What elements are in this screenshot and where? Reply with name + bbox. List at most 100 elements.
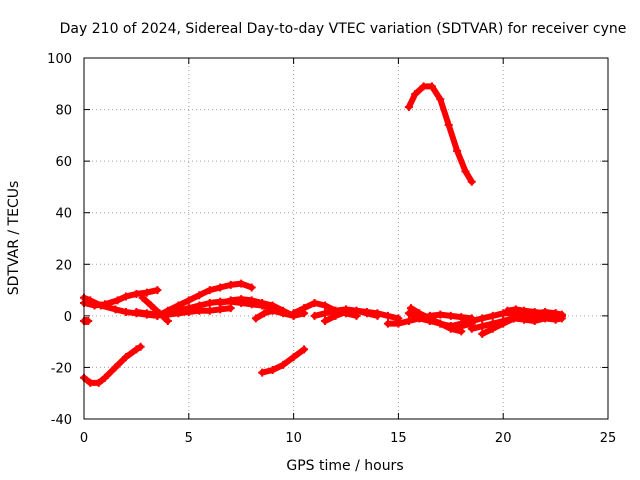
x-tick-label: 5 bbox=[185, 431, 193, 446]
data-point bbox=[279, 360, 288, 369]
data-point bbox=[100, 373, 109, 382]
x-tick-label: 25 bbox=[600, 431, 617, 446]
data-point bbox=[260, 309, 269, 318]
series-arc-23 bbox=[499, 314, 566, 326]
data-point bbox=[268, 366, 277, 375]
data-point bbox=[184, 296, 193, 305]
series-line bbox=[133, 305, 234, 318]
data-point bbox=[113, 296, 122, 305]
x-tick-label: 15 bbox=[390, 431, 407, 446]
y-tick-label: -40 bbox=[51, 413, 72, 428]
data-point bbox=[404, 309, 413, 318]
y-tick-label: -20 bbox=[51, 361, 72, 376]
data-point bbox=[461, 167, 470, 176]
data-point bbox=[247, 283, 256, 292]
data-point bbox=[467, 177, 476, 186]
data-point bbox=[444, 121, 453, 130]
data-point bbox=[383, 319, 392, 328]
y-tick-label: 100 bbox=[47, 52, 72, 67]
data-point bbox=[411, 90, 420, 99]
data-point bbox=[142, 288, 151, 297]
data-series bbox=[80, 82, 566, 387]
series-arc-7 bbox=[153, 279, 256, 320]
data-point bbox=[226, 280, 235, 289]
data-point bbox=[352, 306, 361, 315]
data-point bbox=[446, 311, 455, 320]
data-point bbox=[205, 286, 214, 295]
data-point bbox=[509, 314, 518, 323]
data-point bbox=[436, 319, 445, 328]
data-point bbox=[503, 306, 512, 315]
data-point bbox=[216, 283, 225, 292]
data-point bbox=[453, 146, 462, 155]
data-point bbox=[132, 307, 141, 316]
data-point bbox=[321, 309, 330, 318]
data-point bbox=[121, 307, 130, 316]
data-point bbox=[205, 298, 214, 307]
chart-title: Day 210 of 2024, Sidereal Day-to-day VTE… bbox=[60, 21, 627, 37]
data-point bbox=[195, 291, 204, 300]
data-point bbox=[541, 314, 550, 323]
data-point bbox=[153, 311, 162, 320]
data-point bbox=[488, 311, 497, 320]
data-point bbox=[205, 306, 214, 315]
x-tick-label: 20 bbox=[495, 431, 512, 446]
data-point bbox=[90, 301, 99, 310]
data-point bbox=[153, 286, 162, 295]
data-point bbox=[394, 319, 403, 328]
data-point bbox=[300, 345, 309, 354]
y-tick-label: 40 bbox=[55, 207, 72, 222]
data-point bbox=[406, 304, 415, 313]
data-point bbox=[142, 309, 151, 318]
data-point bbox=[446, 322, 455, 331]
data-point bbox=[404, 102, 413, 111]
data-point bbox=[415, 309, 424, 318]
axis-ticks: 0 5 10 15 20 25 -40 -20 0 20 40 60 80 100 bbox=[47, 52, 616, 446]
y-tick-label: 20 bbox=[55, 258, 72, 273]
data-point bbox=[147, 301, 156, 310]
data-point bbox=[300, 304, 309, 313]
data-point bbox=[111, 305, 120, 314]
data-point bbox=[132, 345, 141, 354]
x-axis-title: GPS time / hours bbox=[286, 458, 403, 474]
data-point bbox=[163, 306, 172, 315]
data-point bbox=[342, 307, 350, 316]
data-point bbox=[121, 353, 130, 362]
data-point bbox=[373, 311, 382, 320]
plot-frame bbox=[83, 57, 609, 420]
data-point bbox=[163, 317, 172, 326]
y-tick-label: 60 bbox=[55, 155, 72, 170]
data-point bbox=[321, 301, 330, 310]
data-point bbox=[289, 353, 298, 362]
data-point bbox=[436, 310, 445, 319]
data-point bbox=[258, 368, 267, 377]
data-point bbox=[419, 82, 428, 91]
data-point bbox=[488, 324, 497, 333]
data-point bbox=[100, 300, 109, 309]
data-point bbox=[457, 319, 466, 328]
data-point bbox=[195, 301, 204, 310]
data-point bbox=[557, 314, 566, 323]
data-point bbox=[138, 293, 147, 302]
series-arc-11 bbox=[258, 345, 309, 377]
data-point bbox=[499, 309, 508, 318]
data-point bbox=[216, 298, 225, 307]
data-point bbox=[111, 363, 120, 372]
x-tick-label: 10 bbox=[285, 431, 302, 446]
data-point bbox=[530, 317, 539, 326]
data-point bbox=[530, 307, 539, 316]
data-point bbox=[427, 82, 436, 91]
data-point bbox=[511, 305, 520, 314]
data-point bbox=[457, 327, 466, 336]
data-point bbox=[237, 279, 246, 288]
data-point bbox=[184, 304, 193, 313]
data-point bbox=[404, 317, 413, 326]
data-point bbox=[436, 95, 445, 104]
series-line bbox=[154, 280, 255, 319]
data-point bbox=[226, 296, 235, 305]
data-point bbox=[425, 314, 434, 323]
data-point bbox=[478, 314, 487, 323]
data-point bbox=[467, 317, 476, 326]
data-point bbox=[478, 329, 487, 338]
series-arc-2 bbox=[80, 342, 145, 387]
